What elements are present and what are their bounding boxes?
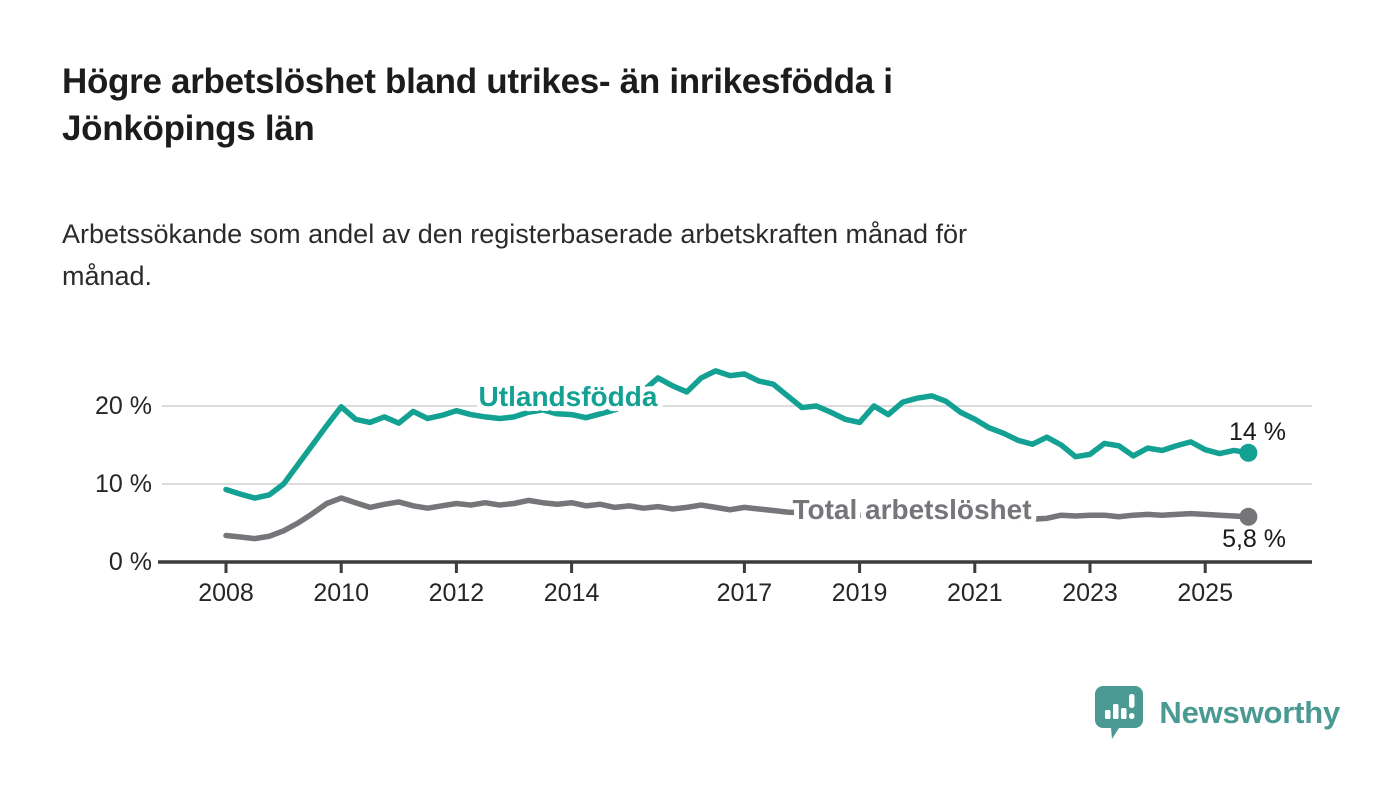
x-axis-ticks (224, 562, 1207, 573)
logo-exclamation-stem (1129, 694, 1135, 708)
logo-exclamation-dot (1129, 713, 1135, 719)
brand-wordmark: Newsworthy (1159, 695, 1340, 730)
series-label-utlandsfodda: Utlandsfödda (479, 381, 658, 412)
x-tick-label-2019: 2019 (832, 579, 888, 607)
chart-title: Högre arbetslöshet bland utrikes- än inr… (62, 62, 893, 149)
end-value-label-total: 5,8 % (1222, 525, 1286, 553)
y-tick-label-20: 20 % (95, 392, 152, 420)
series-label-total-arbetsloshet: Total arbetslöshet (792, 494, 1031, 525)
series-end-dot-1 (1239, 507, 1258, 526)
y-tick-label-10: 10 % (95, 470, 152, 498)
x-tick-label-2025: 2025 (1177, 579, 1233, 607)
y-axis-labels: 0 % 10 % 20 % (95, 392, 152, 576)
series-lines (223, 368, 1258, 542)
end-value-label-utlandsfodda: 14 % (1229, 418, 1286, 446)
chart-subtitle: Arbetssökande som andel av den registerb… (62, 219, 968, 291)
series-line-1 (223, 495, 1252, 542)
x-tick-label-2010: 2010 (313, 579, 369, 607)
x-tick-label-2021: 2021 (947, 579, 1003, 607)
logo-bar-tall (1113, 704, 1119, 719)
y-tick-label-0: 0 % (109, 548, 152, 576)
series-end-dot-0 (1239, 443, 1258, 462)
gridlines (162, 405, 1312, 485)
x-tick-label-2008: 2008 (198, 579, 254, 607)
x-tick-label-2017: 2017 (717, 579, 773, 607)
x-axis-tick-labels: 2008 2010 2012 2014 2017 2019 2021 2023 2025 (198, 579, 1233, 607)
logo-bar-short (1105, 710, 1111, 719)
newsworthy-logo: Newsworthy (1093, 684, 1340, 742)
x-tick-label-2014: 2014 (544, 579, 600, 607)
x-tick-label-2012: 2012 (429, 579, 485, 607)
x-tick-label-2023: 2023 (1062, 579, 1118, 607)
logo-bar-medium (1121, 708, 1127, 719)
series-line-0 (223, 368, 1252, 501)
newsworthy-speech-bubble-bar-chart-icon (1095, 686, 1144, 739)
